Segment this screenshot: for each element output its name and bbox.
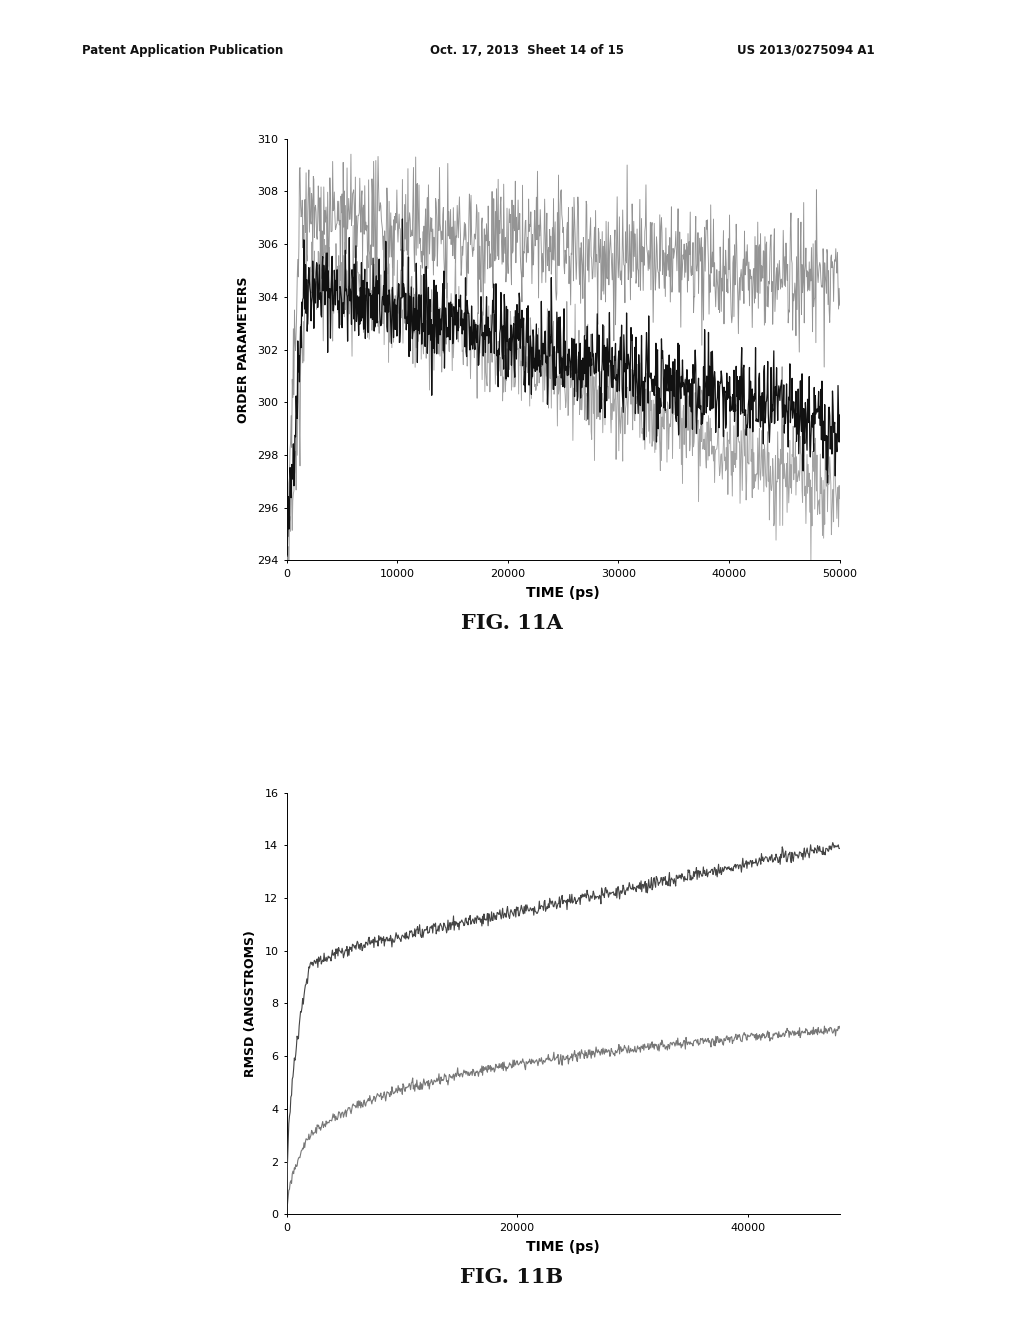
X-axis label: TIME (ps): TIME (ps)	[526, 1239, 600, 1254]
Text: Oct. 17, 2013  Sheet 14 of 15: Oct. 17, 2013 Sheet 14 of 15	[430, 44, 624, 57]
Y-axis label: RMSD (ANGSTROMS): RMSD (ANGSTROMS)	[245, 931, 257, 1077]
Text: FIG. 11A: FIG. 11A	[461, 614, 563, 634]
Y-axis label: ORDER PARAMETERS: ORDER PARAMETERS	[238, 276, 250, 422]
X-axis label: TIME (ps): TIME (ps)	[526, 586, 600, 599]
Text: Patent Application Publication: Patent Application Publication	[82, 44, 284, 57]
Text: FIG. 11B: FIG. 11B	[461, 1267, 563, 1287]
Text: US 2013/0275094 A1: US 2013/0275094 A1	[737, 44, 874, 57]
